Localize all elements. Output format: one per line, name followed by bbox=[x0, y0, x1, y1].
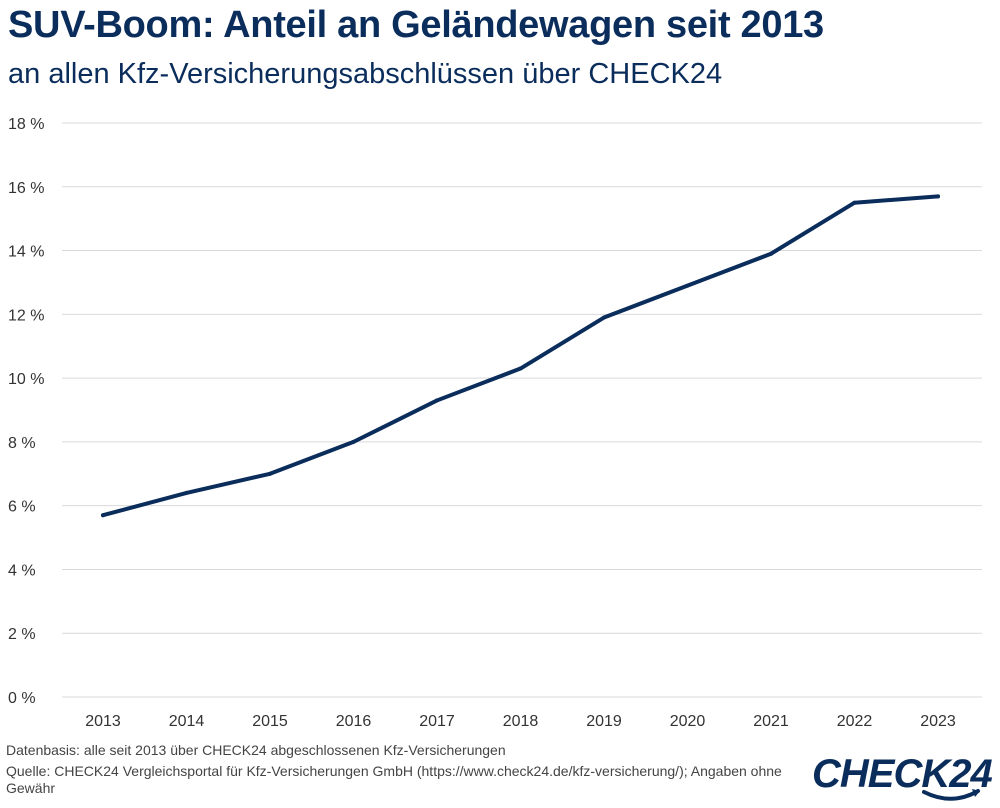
data-point bbox=[185, 491, 189, 495]
x-tick-label: 2018 bbox=[503, 713, 539, 730]
series-line bbox=[103, 196, 938, 515]
x-tick-label: 2023 bbox=[920, 713, 956, 730]
y-tick-label: 6 % bbox=[8, 499, 36, 516]
y-axis-tick-labels: 0 % 2 % 4 % 6 % 8 % 10 % 12 % 14 % 16 % 18 % bbox=[8, 116, 44, 707]
data-point bbox=[268, 472, 272, 476]
x-tick-label: 2017 bbox=[419, 713, 455, 730]
x-tick-label: 2020 bbox=[670, 713, 706, 730]
y-tick-label: 18 % bbox=[8, 116, 44, 133]
y-tick-label: 16 % bbox=[8, 180, 44, 197]
logo-swoosh-icon bbox=[922, 788, 982, 804]
series-group bbox=[101, 194, 940, 517]
data-point bbox=[853, 201, 857, 205]
data-point bbox=[101, 513, 105, 517]
x-tick-label: 2022 bbox=[837, 713, 873, 730]
data-basis-note: Datenbasis: alle seit 2013 über CHECK24 … bbox=[6, 742, 796, 759]
line-chart: 0 % 2 % 4 % 6 % 8 % 10 % 12 % 14 % 16 % 18 % 2013… bbox=[0, 0, 1000, 740]
data-point bbox=[769, 252, 773, 256]
data-point bbox=[352, 440, 356, 444]
x-tick-label: 2016 bbox=[336, 713, 372, 730]
source-note: Quelle: CHECK24 Vergleichsportal für Kfz… bbox=[6, 763, 796, 797]
data-point bbox=[686, 284, 690, 288]
y-tick-label: 2 % bbox=[8, 626, 36, 643]
x-tick-label: 2021 bbox=[753, 713, 789, 730]
x-tick-label: 2015 bbox=[252, 713, 288, 730]
y-tick-label: 10 % bbox=[8, 371, 44, 388]
x-axis-tick-labels: 2013 2014 2015 2016 2017 2018 2019 2020 2021 2022… bbox=[85, 713, 956, 730]
y-tick-label: 12 % bbox=[8, 307, 44, 324]
x-tick-label: 2019 bbox=[586, 713, 622, 730]
y-tick-label: 14 % bbox=[8, 244, 44, 261]
data-point bbox=[519, 367, 523, 371]
data-point bbox=[936, 194, 940, 198]
y-tick-label: 8 % bbox=[8, 435, 36, 452]
check24-logo: CHECK24 bbox=[812, 752, 992, 804]
data-point bbox=[602, 316, 606, 320]
x-tick-label: 2014 bbox=[169, 713, 205, 730]
y-tick-label: 0 % bbox=[8, 690, 36, 707]
y-tick-label: 4 % bbox=[8, 562, 36, 579]
x-tick-label: 2013 bbox=[85, 713, 121, 730]
data-point bbox=[435, 398, 439, 402]
